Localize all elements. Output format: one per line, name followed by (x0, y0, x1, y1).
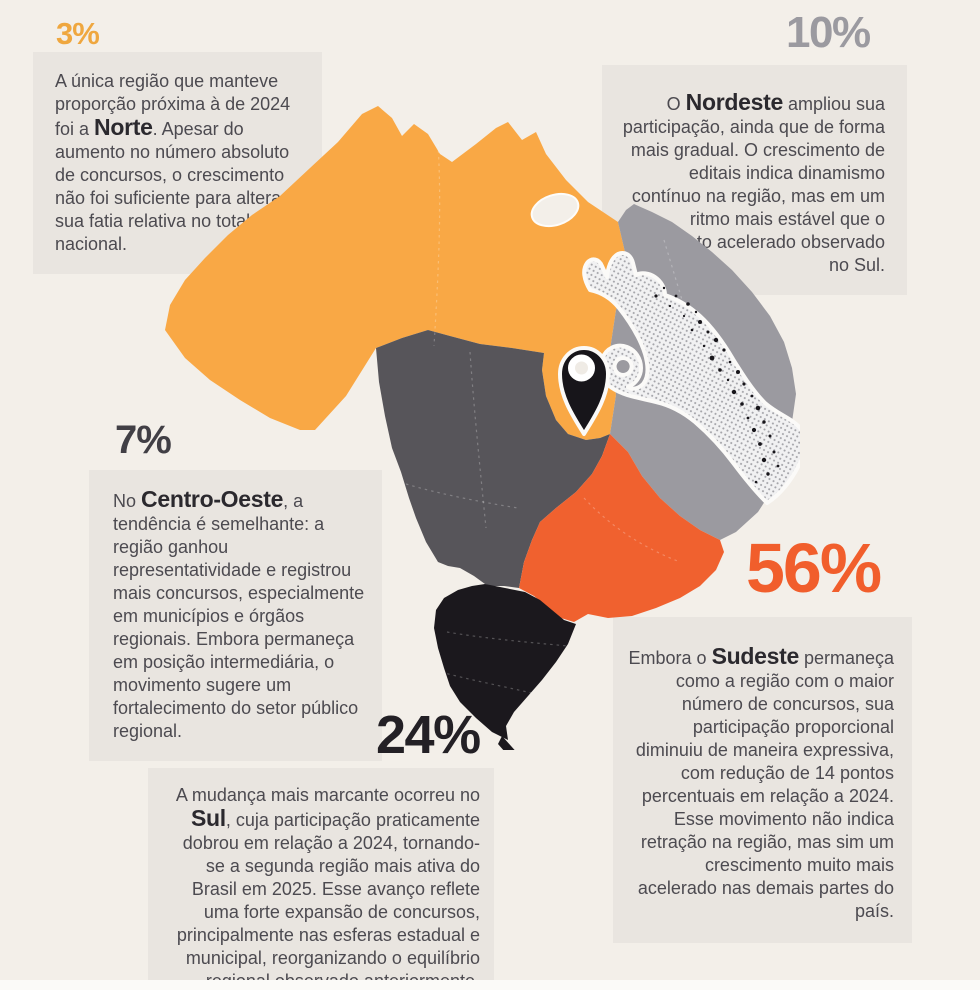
region-sul (434, 584, 576, 740)
brazil-map (165, 106, 800, 750)
nordeste-description-box: O Nordeste ampliou sua participação, ain… (602, 65, 907, 295)
region-norte (165, 106, 628, 440)
hand-speckles (654, 286, 780, 484)
text-segment: , cuja participação praticamente dobrou … (176, 810, 480, 990)
centro-oeste-description-box: No Centro-Oeste, a tendência é semelhant… (89, 470, 382, 761)
sul-description-box: A mudança mais marcante ocorreu no Sul, … (148, 768, 494, 990)
sul-percent-label: 24% (376, 705, 481, 765)
text-segment: Embora o (628, 648, 712, 668)
text-segment: A única região que manteve proporção pró… (55, 71, 291, 139)
bottom-strip (0, 980, 980, 990)
region-name-sudeste: Sudeste (711, 643, 800, 669)
centro-oeste-percent-label: 7% (115, 418, 172, 462)
norte-percent-label: 3% (56, 16, 100, 51)
region-sul-coastal-spit (498, 736, 515, 750)
region-name-centro-oeste: Centro-Oeste (141, 486, 284, 512)
text-segment: ampliou sua participação, ainda que de f… (622, 94, 885, 275)
region-sudeste (519, 434, 724, 622)
text-segment: . Apesar do aumento no número absoluto d… (55, 119, 290, 254)
norte-description-box: A única região que manteve proporção pró… (33, 52, 322, 274)
text-segment: permaneça como a região com o maior núme… (635, 648, 894, 921)
hand-illustration (582, 251, 800, 505)
region-name-nordeste: Nordeste (685, 89, 784, 115)
nordeste-percent-label: 10% (786, 8, 871, 57)
pin-ring (568, 354, 595, 382)
text-segment: , a tendência é semelhante: a região gan… (113, 491, 365, 741)
location-pin-icon (558, 346, 610, 436)
sudeste-description-box: Embora o Sudeste permaneça como a região… (613, 617, 912, 943)
text-segment: A mudança mais marcante ocorreu no (175, 785, 480, 805)
marajo-island-cutout (530, 192, 580, 228)
region-name-sul: Sul (190, 805, 226, 831)
text-segment: No (113, 491, 142, 511)
region-centro-oeste (376, 330, 610, 588)
text-segment: O (666, 94, 686, 114)
region-name-norte: Norte (94, 114, 153, 140)
sudeste-percent-label: 56% (746, 529, 882, 607)
hand-shape (582, 251, 800, 505)
